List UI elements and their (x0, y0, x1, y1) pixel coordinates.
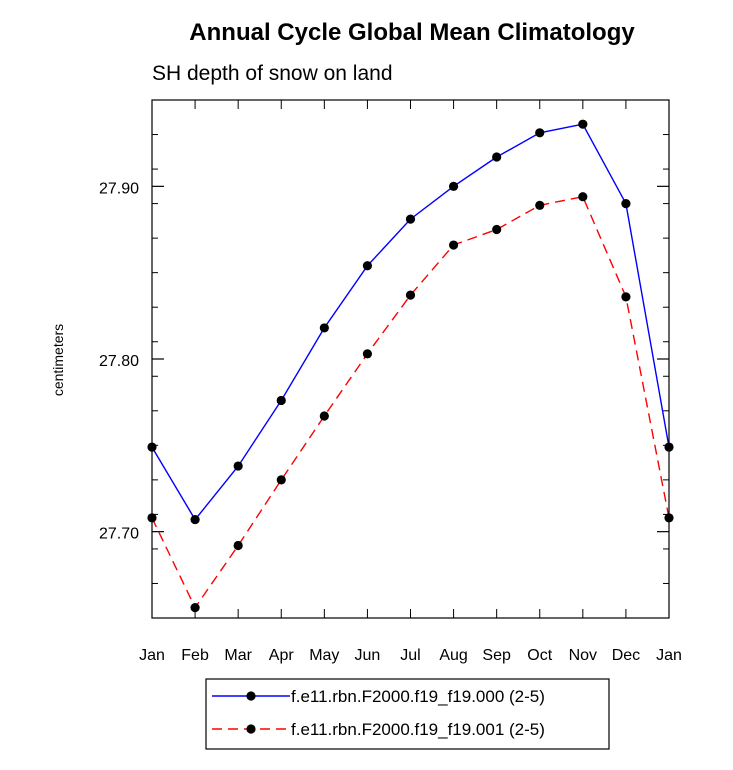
data-point (578, 119, 588, 129)
x-tick-label: Jul (400, 647, 420, 664)
x-tick-label: Feb (181, 647, 209, 664)
x-tick-label: Mar (224, 647, 252, 664)
data-point (190, 603, 200, 613)
series-1 (147, 192, 674, 613)
legend-marker (246, 724, 256, 734)
y-tick-label: 27.80 (99, 353, 139, 370)
x-tick-label: Dec (612, 647, 640, 664)
x-tick-label: Jan (139, 647, 165, 664)
data-point (319, 411, 329, 421)
series-line (151, 195, 670, 609)
data-point (621, 292, 631, 302)
legend-box (205, 678, 610, 750)
x-tick-label: Jan (656, 647, 682, 664)
chart-subtitle: SH depth of snow on land (152, 62, 393, 85)
y-tick-label: 27.70 (99, 526, 139, 543)
data-point (492, 224, 502, 235)
series-layer (147, 119, 674, 613)
x-tick-label: Oct (527, 647, 552, 664)
x-tick-label: Nov (569, 647, 597, 664)
x-tick-label: Sep (482, 647, 511, 664)
data-point (276, 475, 286, 485)
data-point (535, 200, 545, 210)
data-point (362, 261, 373, 271)
legend-label: f.e11.rbn.F2000.f19_f19.001 (2-5) (291, 720, 545, 739)
x-tick-label: Jun (355, 647, 381, 664)
data-point (492, 152, 502, 162)
x-tick-labels: Jan Feb Mar Apr May Jun Jul Aug Sep Oct Nov Dec Jan (139, 647, 682, 664)
data-point (448, 181, 459, 191)
x-tick-label: Aug (439, 647, 467, 664)
chart-title: Annual Cycle Global Mean Climatology (189, 19, 635, 46)
y-axis-label: centimeters (50, 324, 66, 396)
data-point (535, 128, 545, 138)
data-point (578, 192, 588, 202)
data-point (448, 240, 459, 250)
y-tick-label: 27.90 (99, 180, 139, 197)
legend-marker (246, 691, 256, 701)
data-point (190, 514, 200, 525)
data-point (233, 540, 243, 551)
x-tick-label: May (309, 647, 339, 664)
plot-frame (151, 99, 670, 619)
data-point (319, 323, 329, 333)
data-point (405, 290, 416, 300)
y-tick-labels: 27.70 27.80 27.90 (99, 180, 139, 542)
data-point (621, 199, 631, 209)
data-point (276, 395, 286, 406)
data-point (233, 461, 243, 471)
axis-ticks (151, 100, 670, 618)
data-point (362, 349, 373, 359)
series-0 (147, 119, 674, 525)
x-tick-label: Apr (269, 647, 295, 664)
data-point (405, 214, 416, 224)
legend-label: f.e11.rbn.F2000.f19_f19.000 (2-5) (291, 687, 545, 706)
legend: f.e11.rbn.F2000.f19_f19.000 (2-5) f.e11.r… (205, 678, 610, 750)
series-line (151, 123, 670, 521)
